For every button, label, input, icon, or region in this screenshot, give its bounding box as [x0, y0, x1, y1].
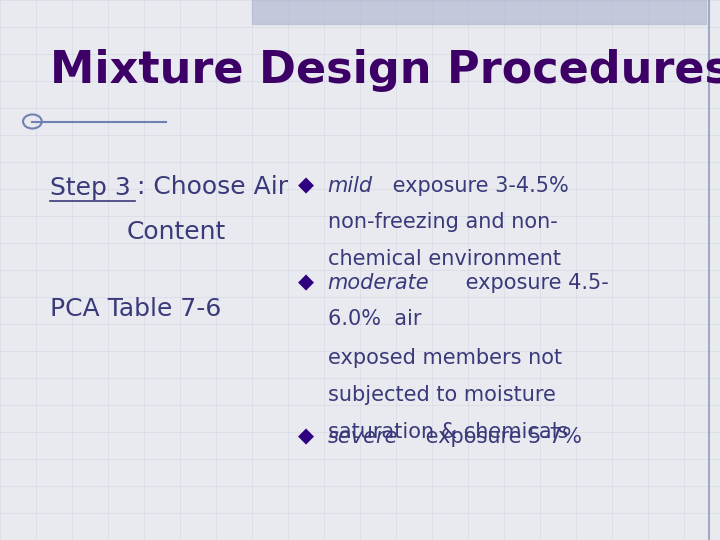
- Text: chemical environment: chemical environment: [328, 249, 561, 269]
- Text: mild: mild: [328, 176, 373, 195]
- Text: Step 3: Step 3: [50, 176, 131, 199]
- Text: : Choose Air: : Choose Air: [137, 176, 288, 199]
- Text: exposure 4.5-: exposure 4.5-: [459, 273, 608, 293]
- Text: ◆: ◆: [298, 427, 314, 447]
- Text: saturation & chemicals: saturation & chemicals: [328, 422, 568, 442]
- Text: moderate: moderate: [328, 273, 429, 293]
- Bar: [252, 0, 706, 24]
- Text: ◆: ◆: [298, 273, 314, 293]
- Text: Content: Content: [127, 220, 226, 244]
- Text: exposure 5-7%: exposure 5-7%: [418, 427, 582, 447]
- Text: Mixture Design Procedures: Mixture Design Procedures: [50, 49, 720, 92]
- Text: ◆: ◆: [298, 176, 314, 195]
- Text: exposed members not: exposed members not: [328, 348, 562, 368]
- Text: PCA Table 7-6: PCA Table 7-6: [50, 297, 222, 321]
- Text: subjected to moisture: subjected to moisture: [328, 385, 555, 405]
- Text: exposure 3-4.5%: exposure 3-4.5%: [386, 176, 569, 195]
- Text: non-freezing and non-: non-freezing and non-: [328, 212, 557, 232]
- Text: 6.0%  air: 6.0% air: [328, 309, 421, 329]
- Text: severe: severe: [328, 427, 398, 447]
